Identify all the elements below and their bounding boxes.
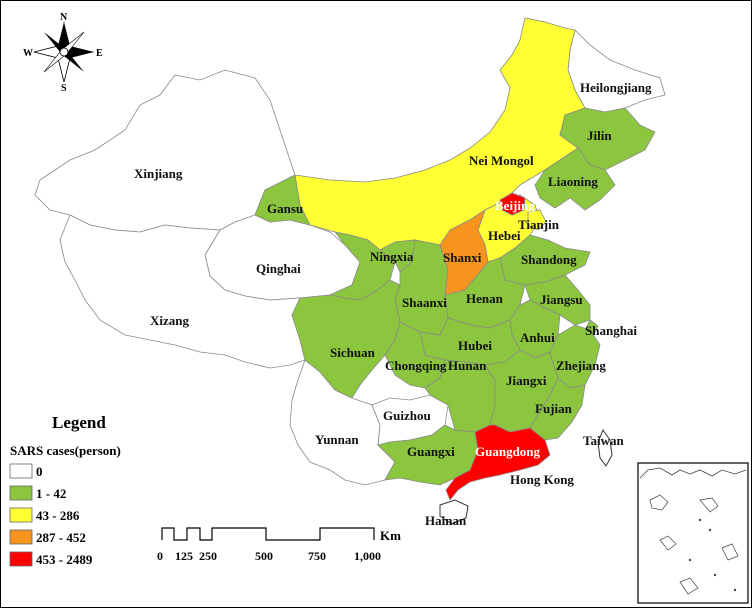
label-shanxi: Shanxi: [443, 250, 482, 265]
legend: Legend SARS cases(person) 0 1 - 42 43 - …: [9, 413, 121, 567]
label-shaanxi: Shaanxi: [402, 295, 447, 310]
label-guangdong: Guangdong: [475, 444, 541, 459]
legend-label-0: 0: [36, 464, 43, 479]
label-jiangsu: Jiangsu: [540, 292, 583, 307]
label-shandong: Shandong: [521, 252, 577, 267]
label-taiwan: Taiwan: [583, 433, 624, 448]
label-hebei-visible: Hebei: [488, 228, 521, 243]
label-liaoning: Liaoning: [548, 174, 598, 189]
region-labels: Heilongjiang Jilin Liaoning Nei Mongol X…: [134, 80, 652, 528]
scale-unit: Km: [380, 528, 401, 543]
legend-subtitle: SARS cases(person): [10, 443, 121, 458]
label-xizang: Xizang: [150, 313, 190, 328]
legend-swatch-0: [9, 463, 33, 479]
region-liaoning: [534, 147, 616, 211]
legend-swatch-2: [9, 507, 33, 523]
legend-swatch-3: [9, 529, 33, 545]
region-beijing: [499, 192, 526, 216]
region-hainan: [439, 499, 469, 525]
scale-tick-250: 250: [199, 549, 217, 563]
legend-swatch-4: [9, 551, 33, 567]
scale-tick-750: 750: [308, 549, 326, 563]
compass-w: W: [23, 48, 33, 59]
label-sichuan: Sichuan: [330, 345, 376, 360]
label-shanghai: Shanghai: [585, 323, 637, 338]
label-xinjiang: Xinjiang: [134, 166, 183, 181]
legend-swatch-1: [9, 485, 33, 501]
label-zhejiang: Zhejiang: [556, 358, 606, 373]
label-qinghai: Qinghai: [256, 261, 301, 276]
region-heilongjiang-white: [567, 29, 666, 113]
scale-tick-1000: 1,000: [354, 549, 381, 563]
compass-rose: N S E W: [23, 12, 103, 94]
label-hainan: Hainan: [425, 513, 467, 528]
label-henan: Henan: [466, 291, 504, 306]
region-xinjiang: [34, 69, 296, 233]
regions-green: [254, 107, 656, 486]
label-yunnan: Yunnan: [315, 432, 359, 447]
label-guizhou: Guizhou: [383, 408, 431, 423]
compass-e: E: [96, 48, 103, 59]
label-ningxia: Ningxia: [370, 249, 414, 264]
label-gansu: Gansu: [267, 201, 303, 216]
label-nei-mongol: Nei Mongol: [469, 153, 534, 168]
label-jiangxi: Jiangxi: [506, 373, 547, 388]
scale-tick-0: 0: [157, 549, 163, 563]
scale-tick-125: 125: [175, 549, 193, 563]
label-hong-kong: Hong Kong: [510, 472, 574, 487]
label-tianjin: Tianjin: [518, 217, 560, 232]
legend-title: Legend: [52, 413, 106, 432]
label-heilongjiang: Heilongjiang: [580, 80, 652, 95]
label-hubei: Hubei: [458, 338, 492, 353]
scale-bar: 0 125 250 500 750 1,000 Km: [157, 527, 401, 563]
region-fujian: [529, 377, 586, 441]
label-fujian: Fujian: [535, 401, 573, 416]
region-guangdong: [445, 424, 551, 501]
label-hunan: Hunan: [448, 358, 487, 373]
south-china-sea-inset: [637, 462, 749, 604]
label-anhui: Anhui: [520, 330, 555, 345]
region-tianjin: [527, 209, 547, 231]
label-beijing: Beijing: [495, 198, 535, 213]
compass-n: N: [60, 12, 68, 23]
compass-s: S: [61, 83, 67, 94]
legend-label-2: 43 - 286: [36, 508, 80, 523]
scale-tick-500: 500: [255, 549, 273, 563]
label-chongqing: Chongqing: [385, 358, 447, 373]
region-taiwan: [597, 428, 613, 467]
legend-label-3: 287 - 452: [36, 530, 86, 545]
legend-label-1: 1 - 42: [36, 486, 66, 501]
region-shanxi: [439, 209, 489, 296]
label-guangxi: Guangxi: [407, 444, 455, 459]
region-gansu: [254, 174, 311, 226]
regions-zero: [34, 29, 666, 525]
legend-label-4: 453 - 2489: [36, 552, 93, 567]
label-jilin: Jilin: [587, 128, 612, 143]
